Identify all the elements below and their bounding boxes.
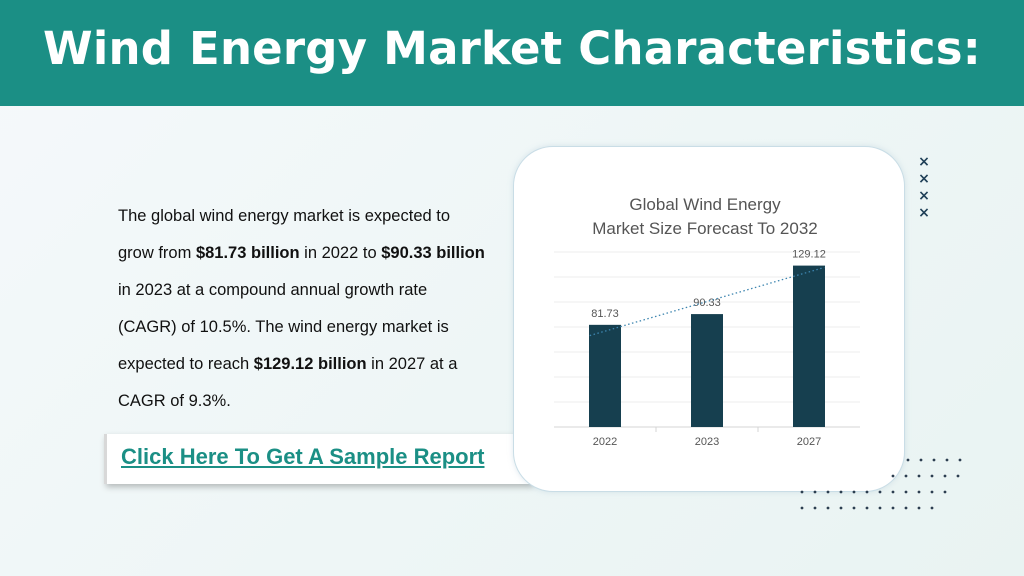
decor-dot [878,506,882,510]
decor-dot [891,490,895,494]
decor-dot [945,458,949,462]
highlight-value: $81.73 billion [195,244,300,262]
dot-grid-decoration [800,458,962,510]
decor-dot [826,506,830,510]
decor-dot [956,474,960,478]
decor-dot [852,490,856,494]
decor-dot [904,506,908,510]
description-text: in 2023 at a compound annual growth rate… [118,281,449,373]
sample-report-box: Click Here To Get A Sample Report [104,434,531,484]
decor-dot [878,490,882,494]
chart-title-line: Market Size Forecast To 2032 [592,219,818,238]
decor-dot [958,458,962,462]
bar-chart: Global Wind Energy Market Size Forecast T… [554,195,860,448]
decor-dot [932,458,936,462]
decor-dot [865,490,869,494]
decor-dot [852,506,856,510]
x-mark-icon: × [918,154,930,170]
title-banner: Wind Energy Market Characteristics: [0,0,1024,106]
data-label: 129.12 [792,249,826,261]
sample-report-link[interactable]: Click Here To Get A Sample Report [121,444,485,469]
trendline [589,266,825,337]
decor-dot [839,490,843,494]
decor-dot [891,506,895,510]
chart-card: Global Wind Energy Market Size Forecast T… [513,146,905,492]
decor-dot [930,490,934,494]
decor-dot [800,490,804,494]
x-tick-label: 2023 [695,436,719,448]
decor-dot [919,458,923,462]
decor-dot [865,506,869,510]
decor-dot [930,474,934,478]
decor-dot [826,490,830,494]
decor-dot [800,506,804,510]
decor-dot [917,474,921,478]
decor-dot [891,474,895,478]
x-tick-label: 2027 [797,436,821,448]
decor-dot [813,490,817,494]
page-title: Wind Energy Market Characteristics: [43,22,981,75]
decor-dot [917,490,921,494]
x-mark-icon: × [918,205,930,221]
decor-dot [943,474,947,478]
decor-dot [839,506,843,510]
data-label: 81.73 [591,308,619,320]
chart-title-line: Global Wind Energy [629,195,781,214]
x-tick-label: 2022 [593,436,617,448]
x-mark-icon: × [918,171,930,187]
decor-dot [943,490,947,494]
decor-dot [813,506,817,510]
decor-dot [904,490,908,494]
market-description: The global wind energy market is expecte… [118,198,488,420]
highlight-value: $129.12 billion [253,355,367,373]
description-text: The global wind energy market is expecte… [118,207,451,262]
x-mark-icon: × [918,188,930,204]
highlight-value: $90.33 billion [381,244,485,262]
description-text: in 2027 at a CAGR of 9.3%. [118,355,458,410]
decor-dot [904,474,908,478]
decor-dot [906,458,910,462]
bar-2023 [691,314,723,427]
decor-dot [930,506,934,510]
bar-2022 [589,324,621,427]
x-marks-decoration: × × × × [914,154,934,222]
description-text: in 2022 to [299,244,382,262]
decor-dot [917,506,921,510]
bar-2027 [793,265,825,427]
